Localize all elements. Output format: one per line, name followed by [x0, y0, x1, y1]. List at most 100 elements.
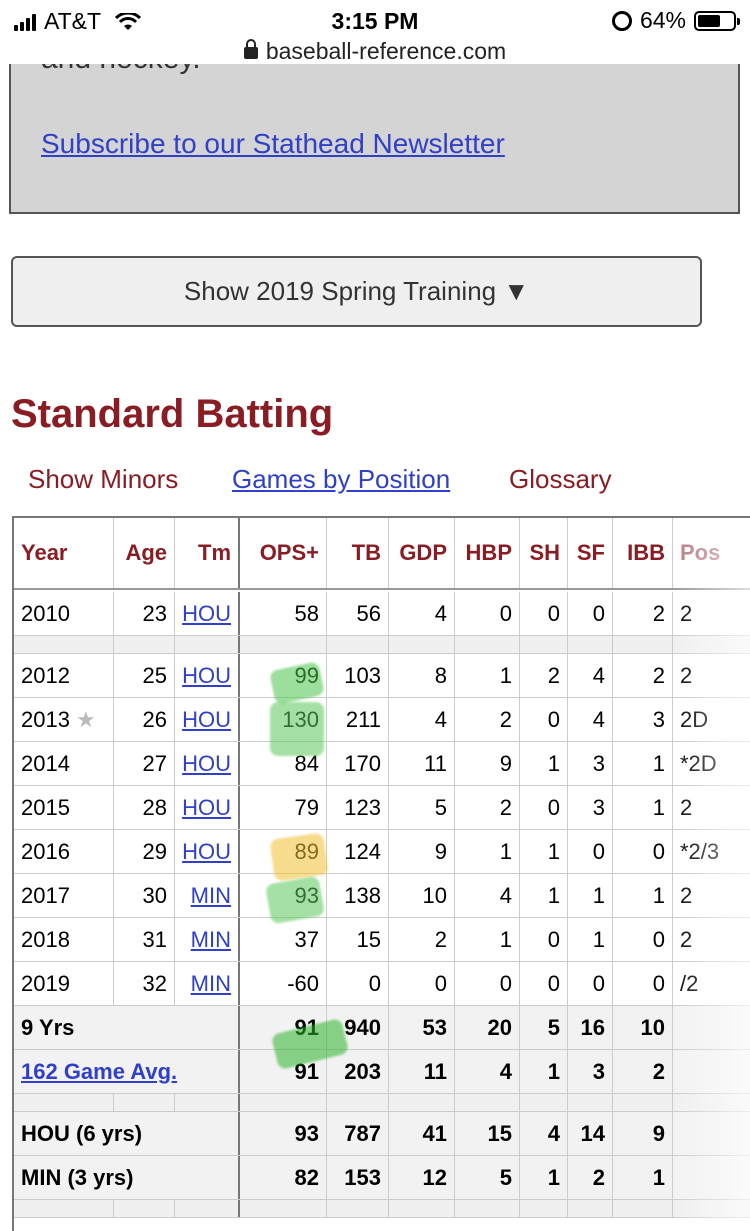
cell-ibb: 2 [613, 1050, 673, 1093]
team-link[interactable]: HOU [182, 600, 231, 626]
cell-ops: 91 [240, 1050, 327, 1093]
newsletter-subscribe-link[interactable]: Subscribe to our Stathead Newsletter [41, 128, 505, 159]
col-sf[interactable]: SF [568, 518, 613, 588]
cell-text: 138 [344, 882, 381, 908]
cell-tm[interactable]: HOU [175, 698, 240, 741]
cell-tb: 138 [327, 874, 389, 917]
col-age[interactable]: Age [114, 518, 175, 588]
cell-pos: 2 [673, 918, 750, 961]
address-bar[interactable]: baseball-reference.com [0, 38, 750, 65]
cell-text: 0 [368, 970, 381, 996]
team-link[interactable]: MIN [190, 882, 231, 908]
cell-sh: 5 [520, 1006, 568, 1049]
cell-text: 2 [680, 662, 693, 688]
cell-age: 28 [114, 786, 175, 829]
cell-pos [673, 1006, 750, 1049]
cell-text: 1 [592, 882, 605, 908]
cell-gdp: 41 [389, 1112, 455, 1155]
cell-text: 56 [356, 600, 381, 626]
cell-ops: 37 [240, 918, 327, 961]
cell-tb: 103 [327, 654, 389, 697]
cell-text: 15 [356, 926, 381, 952]
table-row: 2015 28 HOU 79 123 5 2 0 3 1 2 [14, 786, 750, 830]
summary-label[interactable]: 162 Game Avg. [14, 1050, 240, 1093]
cell-text: 1 [652, 750, 665, 776]
cell-text: 1 [547, 1164, 560, 1190]
cell-text: 30 [142, 882, 167, 908]
cell-text: 2018 [21, 926, 70, 952]
cell-tm[interactable]: MIN [175, 962, 240, 1005]
cell-sh: 1 [520, 830, 568, 873]
cell-text: 2 [652, 662, 665, 688]
cell-tm[interactable]: HOU [175, 742, 240, 785]
cell-text: 787 [344, 1120, 381, 1146]
cell-text: 25 [142, 662, 167, 688]
team-link[interactable]: HOU [182, 662, 231, 688]
cell-age [114, 1094, 175, 1111]
battery-area: 64% [611, 7, 740, 34]
cell-tm[interactable]: MIN [175, 874, 240, 917]
cell-hbp: 15 [455, 1112, 520, 1155]
team-link[interactable]: HOU [182, 750, 231, 776]
cell-text: 2 [652, 600, 665, 626]
cell-ibb: 3 [613, 698, 673, 741]
cell-gdp: 11 [389, 742, 455, 785]
glossary-link[interactable]: Glossary [509, 464, 612, 494]
cell-tb: 940 [327, 1006, 389, 1049]
team-link[interactable]: MIN [190, 926, 231, 952]
cell-text: 1 [499, 662, 512, 688]
col-year[interactable]: Year [14, 518, 114, 588]
cell-text: 9 [434, 838, 447, 864]
col-tb[interactable]: TB [327, 518, 389, 588]
cell-sh: 0 [520, 698, 568, 741]
team-link[interactable]: HOU [182, 706, 231, 732]
col-ops-plus[interactable]: OPS+ [240, 518, 327, 588]
cell-text: 4 [499, 1058, 512, 1084]
cell-text: 2 [680, 926, 693, 952]
newsletter-text: and hockey. [41, 64, 201, 76]
cell-text: 0 [547, 970, 560, 996]
col-ibb[interactable]: IBB [613, 518, 673, 588]
cell-text: 79 [294, 794, 319, 820]
cell-text: 2 [680, 794, 693, 820]
team-link[interactable]: HOU [182, 838, 231, 864]
col-team[interactable]: Tm [175, 518, 240, 588]
team-link[interactable]: MIN [190, 970, 231, 996]
cell-hbp: 5 [455, 1156, 520, 1199]
cell-ibb: 2 [613, 654, 673, 697]
team-link[interactable]: HOU [182, 794, 231, 820]
carrier-label: AT&T [44, 8, 102, 34]
cell-text: 99 [294, 662, 319, 688]
games-by-position-link[interactable]: Games by Position [232, 464, 451, 494]
cell-ibb: 0 [613, 830, 673, 873]
col-sh[interactable]: SH [520, 518, 568, 588]
cell-hbp: 20 [455, 1006, 520, 1049]
game-avg-link[interactable]: 162 Game Avg. [21, 1058, 178, 1084]
show-minors-link[interactable]: Show Minors [28, 464, 179, 494]
cell-text: 2 [434, 926, 447, 952]
cell-tm[interactable]: HOU [175, 830, 240, 873]
cell-gdp [389, 1094, 455, 1111]
cell-tb: 203 [327, 1050, 389, 1093]
cell-sf: 14 [568, 1112, 613, 1155]
cell-tm[interactable]: HOU [175, 786, 240, 829]
section-title: Standard Batting [11, 392, 334, 436]
cell-tm[interactable]: HOU [175, 654, 240, 697]
cell-ops: 99 [240, 654, 327, 697]
col-hbp[interactable]: HBP [455, 518, 520, 588]
cell-text: 26 [142, 706, 167, 732]
cell-tb: 123 [327, 786, 389, 829]
cell-text: 4 [592, 706, 605, 732]
col-gdp[interactable]: GDP [389, 518, 455, 588]
newsletter-box: and hockey. Subscribe to our Stathead Ne… [9, 64, 740, 214]
spring-training-button[interactable]: Show 2019 Spring Training ▼ [11, 256, 702, 327]
url-text: baseball-reference.com [265, 38, 507, 64]
cell-text: 4 [547, 1120, 560, 1146]
cell-hbp: 2 [455, 786, 520, 829]
cell-text: 0 [499, 600, 512, 626]
spacer-row [14, 1094, 750, 1112]
cell-tb: 211 [327, 698, 389, 741]
cell-tm[interactable]: MIN [175, 918, 240, 961]
col-pos[interactable]: Pos [673, 518, 750, 588]
cell-tm[interactable]: HOU [175, 592, 240, 635]
